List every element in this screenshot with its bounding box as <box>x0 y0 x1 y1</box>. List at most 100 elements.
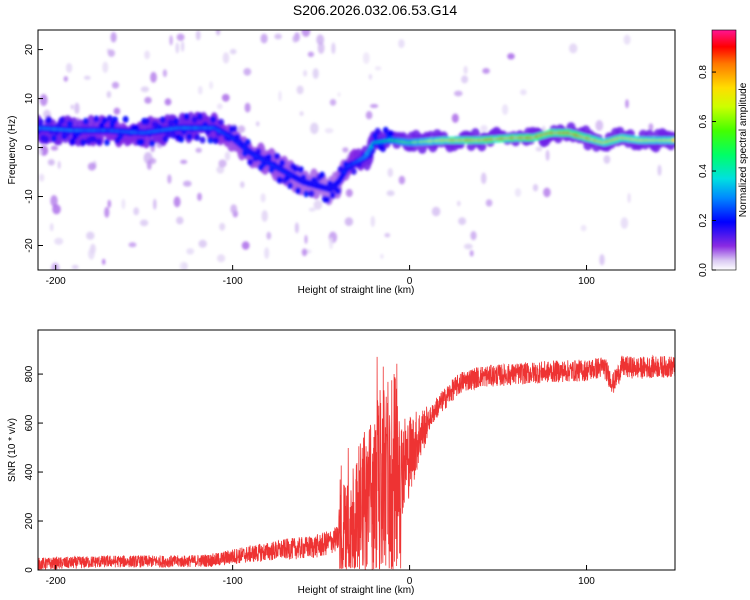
spectrogram-band-cell <box>38 118 44 126</box>
spectrogram-band-cell <box>90 135 97 143</box>
spectrogram-band-cell <box>244 138 251 146</box>
spectrogram-band-cell <box>374 127 381 135</box>
spectrogram-noise-blob <box>181 41 185 52</box>
spectrogram-band-cell <box>287 182 294 190</box>
spectrogram-noise-blob <box>274 33 282 40</box>
spectrogram-band-cell <box>334 187 341 195</box>
spectrogram-noise-blob <box>219 222 226 231</box>
spectrogram-noise-blob <box>627 192 631 204</box>
spectrogram-noise-blob <box>370 215 375 228</box>
spectrogram-noise-blob <box>113 107 121 115</box>
spectrogram-noise-blob <box>457 200 461 207</box>
spectrogram-noise-blob <box>580 224 587 232</box>
spectrogram-noise-blob <box>144 50 151 60</box>
spectrogram-noise-blob <box>369 104 379 108</box>
spectrogram-x-ticks: -200 -100 0 100 <box>46 265 595 287</box>
colorbar-gradient <box>711 29 737 271</box>
spectrogram-noise-blob <box>216 30 221 36</box>
spectrogram-noise-blob <box>304 234 308 244</box>
spectrogram-band-cell <box>50 134 57 142</box>
spectrogram-band-cell <box>297 166 304 174</box>
spectrogram-noise-blob <box>469 250 474 257</box>
spectrogram-noise-blob <box>71 264 79 270</box>
spectrogram-noise-blob <box>303 70 308 77</box>
snr-y-tick-label: 0 <box>24 567 35 573</box>
spectrogram-noise-blob <box>299 111 304 116</box>
spectrogram-y-tick-label: -20 <box>24 238 35 253</box>
spectrogram-noise-blob <box>230 204 238 214</box>
spectrogram-band-cell <box>122 115 129 123</box>
colorbar-tick-label: 0.8 <box>698 65 709 79</box>
spectrogram-band-cell <box>218 118 225 126</box>
spectrogram-noise-blob <box>107 199 112 208</box>
spectrogram-noise-blob <box>224 151 231 161</box>
spectrogram-band-cell <box>207 136 214 144</box>
spectrogram-noise-blob <box>620 217 629 229</box>
spectrogram-noise-blob <box>502 104 509 115</box>
spectrogram-noise-blob <box>312 68 319 79</box>
spectrogram-noise-blob <box>331 42 336 55</box>
spectrogram-noise-blob <box>292 35 298 43</box>
spectrogram-band-cell <box>173 117 179 125</box>
spectrogram-band-cell <box>106 115 113 122</box>
snr-y-tick-label: 400 <box>24 463 35 480</box>
spectrogram-noise-blob <box>88 248 95 260</box>
spectrogram-noise-blob <box>296 85 304 95</box>
spectrogram-noise-blob <box>237 125 246 133</box>
spectrogram-noise-blob <box>133 207 140 216</box>
spectrogram-noise-blob <box>57 160 61 170</box>
spectrogram-band-cell <box>80 138 87 146</box>
spectrogram-noise-blob <box>198 239 207 248</box>
spectrogram-noise-blob <box>244 102 251 113</box>
spectrogram-ridge-core <box>671 138 675 142</box>
spectrogram-noise-blob <box>545 149 550 161</box>
spectrogram-noise-blob <box>384 233 391 238</box>
spectrogram-y-ticks: -20 -10 0 10 20 <box>24 44 43 253</box>
spectrogram-band-cell <box>292 165 299 173</box>
spectrogram-noise-blob <box>480 125 488 133</box>
spectrogram-band-cell <box>170 131 177 139</box>
spectrogram-y-tick-label: 10 <box>24 93 35 105</box>
spectrogram-noise-blob <box>260 193 266 203</box>
colorbar-tick-label: 0.4 <box>698 164 709 178</box>
spectrogram-noise-blob <box>195 30 201 41</box>
spectrogram-noise-blob <box>255 121 260 127</box>
spectrogram-noise-blob <box>87 162 96 171</box>
spectrogram-noise-blob <box>317 42 325 54</box>
spectrogram-noise-blob <box>102 61 109 73</box>
spectrogram-x-label: Height of straight line (km) <box>298 285 415 296</box>
spectrogram-noise-blob <box>514 188 522 197</box>
spectrogram-band-cell <box>196 113 203 121</box>
spectrogram-noise-blob <box>50 195 58 207</box>
spectrogram-band-cell <box>186 133 193 141</box>
colorbar-tick-label: 0.6 <box>698 114 709 128</box>
spectrogram-noise-blob <box>294 222 299 234</box>
spectrogram-noise-blob <box>38 149 43 155</box>
spectrogram-noise-blob <box>183 180 192 187</box>
snr-x-tick-label: -200 <box>46 576 66 587</box>
spectrogram-x-tick-label: -100 <box>223 276 243 287</box>
spectrogram-noise-blob <box>451 113 459 123</box>
spectrogram-noise-blob <box>173 196 181 208</box>
spectrogram-band-cell <box>101 117 108 125</box>
spectrogram-noise-blob <box>47 159 55 166</box>
spectrogram-noise-blob <box>261 210 268 222</box>
spectrogram-band-cell <box>58 116 65 124</box>
spectrogram-noise-blob <box>243 68 252 76</box>
figure-title: S206.2026.032.06.53.G14 <box>293 2 457 18</box>
spectrogram-noise-blob <box>463 65 468 75</box>
spectrogram-noise-blob <box>535 146 543 152</box>
spectrogram-noise-blob <box>39 173 45 182</box>
snr-y-label: SNR (10 * v/v) <box>7 418 18 482</box>
spectrogram-noise-blob <box>102 258 106 265</box>
spectrogram-band-cell <box>96 138 102 146</box>
spectrogram-noise-blob <box>398 175 406 185</box>
spectrogram-noise-blob <box>218 159 227 168</box>
spectrogram-band-cell <box>380 145 386 153</box>
spectrogram-band-cell <box>382 126 389 134</box>
spectrogram-y-label: Frequency (Hz) <box>7 116 18 185</box>
snr-x-ticks: -200 -100 0 100 <box>46 565 595 587</box>
spectrogram-noise-blob <box>387 167 394 178</box>
